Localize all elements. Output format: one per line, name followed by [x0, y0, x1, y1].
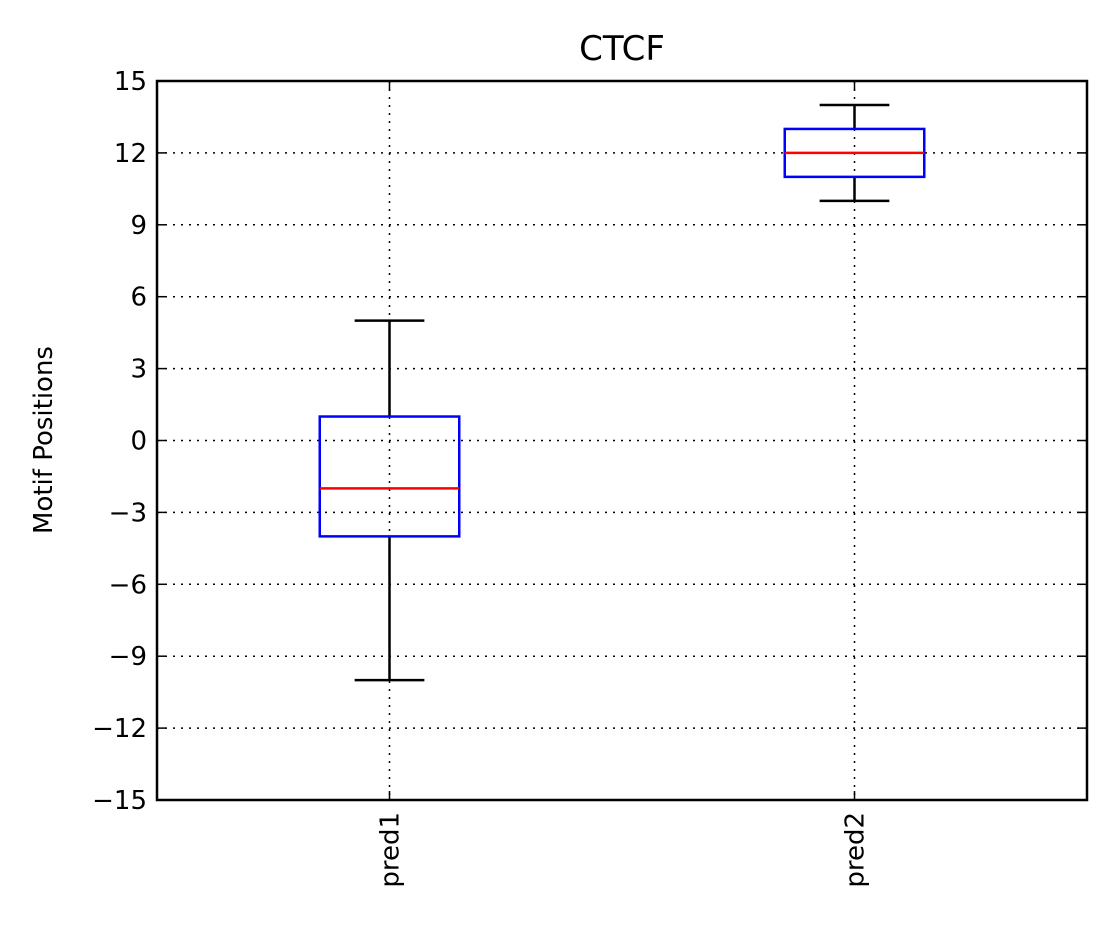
grid-layer [157, 80, 1087, 801]
y-tick-label: 6 [130, 283, 147, 313]
box-pred1 [318, 415, 461, 538]
y-tick-label: −9 [109, 642, 147, 672]
x-tick-label-pred1: pred1 [376, 812, 406, 888]
y-tick-label: 0 [130, 427, 147, 457]
y-tick-label: −12 [92, 714, 147, 744]
y-axis-label: Motif Positions [29, 346, 59, 534]
y-tick-label: −15 [92, 786, 147, 816]
box-layer [318, 103, 926, 682]
y-tick-label: −3 [109, 498, 147, 528]
y-tick-label: 3 [130, 355, 147, 385]
x-tick-label-pred2: pred2 [841, 812, 871, 888]
y-tick-label: 15 [114, 67, 147, 97]
chart-title: CTCF [579, 29, 665, 69]
tick-layer: −15 −12 −9 −6 −3 0 3 6 9 12 15 pred1 pred2 [92, 67, 1087, 888]
y-tick-label: −6 [109, 570, 147, 600]
y-tick-label: 9 [130, 211, 147, 241]
y-tick-label: 12 [114, 139, 147, 169]
